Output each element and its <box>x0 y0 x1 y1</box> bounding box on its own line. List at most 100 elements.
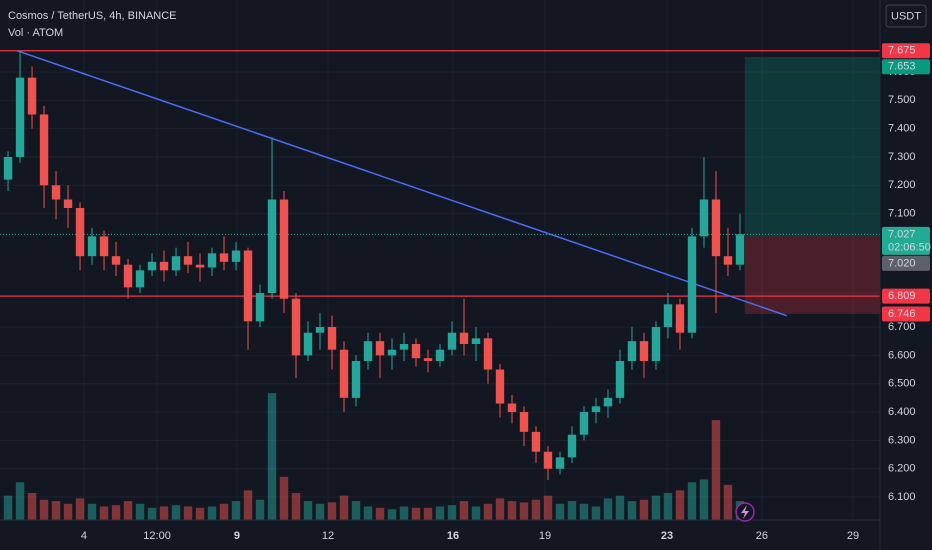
volume-bar <box>363 506 373 520</box>
candle-body <box>711 199 721 257</box>
x-tick-label: 29 <box>847 530 859 542</box>
candle-body <box>27 77 37 115</box>
volume-bar <box>207 506 217 520</box>
volume-bar <box>315 503 325 520</box>
price-tag-label: 7.653 <box>888 61 916 73</box>
volume-bar <box>663 493 673 520</box>
candle-body <box>135 270 145 288</box>
x-tick-label: 12:00 <box>143 530 171 542</box>
volume-bar <box>255 499 265 520</box>
x-tick-label: 12 <box>322 530 334 542</box>
candle-body <box>699 199 709 237</box>
volume-bar <box>711 420 721 520</box>
volume-bar <box>603 498 613 520</box>
volume-bar <box>675 490 685 520</box>
candle-body <box>159 261 169 271</box>
volume-bar <box>135 503 145 520</box>
candle-body <box>459 332 469 345</box>
volume-bar <box>519 502 529 520</box>
candle-body <box>375 341 385 356</box>
candle-body <box>99 236 109 257</box>
x-tick-label: 9 <box>234 530 240 542</box>
candle-body <box>519 412 529 432</box>
volume-bar <box>195 507 205 520</box>
volume-bar <box>39 499 49 520</box>
volume-bar <box>327 502 337 520</box>
price-tag <box>882 43 930 59</box>
volume-bar <box>531 499 541 520</box>
volume-bar <box>243 490 253 520</box>
candle-body <box>567 434 577 458</box>
volume-bar <box>159 506 169 520</box>
candle-body <box>399 344 409 350</box>
price-tag-label: 6.746 <box>888 308 916 320</box>
price-tag <box>882 288 930 304</box>
candle-body <box>387 349 397 356</box>
candle-body <box>255 293 265 322</box>
volume-bar <box>627 501 637 520</box>
candle-body <box>723 256 733 265</box>
candle-body <box>627 341 637 362</box>
candle-body <box>735 234 745 265</box>
candle-body <box>411 344 421 359</box>
candle-body <box>231 250 241 262</box>
volume-bar <box>123 501 133 520</box>
candle-body <box>243 250 253 322</box>
volume-bar <box>351 501 361 520</box>
candle-body <box>675 304 685 333</box>
volume-bar <box>591 506 601 520</box>
volume-bar <box>615 495 625 520</box>
candle-body <box>123 264 133 288</box>
price-tag <box>882 59 930 75</box>
candle-body <box>279 199 289 299</box>
price-tag <box>882 306 930 322</box>
y-tick-label: 6.300 <box>888 434 916 446</box>
position-target-zone <box>744 56 880 237</box>
volume-bar <box>459 501 469 520</box>
grid <box>0 0 880 520</box>
currency-label[interactable]: USDT <box>891 10 921 22</box>
y-tick-label: 6.100 <box>888 491 916 503</box>
y-tick-label: 6.200 <box>888 463 916 475</box>
price-tag <box>882 255 930 271</box>
candle-body <box>171 256 181 271</box>
candle-body <box>591 406 601 413</box>
volume-bar <box>111 505 121 520</box>
volume-bar <box>267 393 277 520</box>
volume-bar <box>567 501 577 520</box>
candle-body <box>603 397 613 407</box>
candle-body <box>615 361 625 398</box>
volume-bar <box>51 501 61 520</box>
candle-body <box>327 327 337 350</box>
volume-bar <box>411 507 421 520</box>
volume-bar <box>387 509 397 520</box>
candle-body <box>291 298 301 356</box>
lines-layer <box>0 50 880 317</box>
volume-bar <box>15 482 25 520</box>
candle-body <box>447 332 457 350</box>
candle-body <box>435 349 445 362</box>
volume-bar <box>699 479 709 520</box>
volume-bar <box>651 495 661 520</box>
volume-bar <box>171 505 181 520</box>
candle-body <box>687 236 697 333</box>
chart-title: Cosmos / TetherUS, 4h, BINANCE <box>8 10 177 22</box>
volume-bar <box>399 506 409 520</box>
volume-bar <box>75 498 85 520</box>
y-tick-label: 6.500 <box>888 378 916 390</box>
volume-bar <box>339 495 349 520</box>
candle-body <box>555 457 565 469</box>
x-tick-label: 26 <box>756 530 768 542</box>
volume-bar <box>183 506 193 520</box>
volume-bar <box>435 506 445 520</box>
currency-button[interactable] <box>885 4 927 28</box>
volume-bar <box>639 499 649 520</box>
volume-bar <box>219 503 229 520</box>
candle-body <box>207 253 217 268</box>
candle-body <box>63 199 73 208</box>
volume-bar <box>687 482 697 520</box>
candle-body <box>219 253 229 262</box>
x-tick-label: 16 <box>447 530 459 542</box>
volume-bar <box>87 503 97 520</box>
